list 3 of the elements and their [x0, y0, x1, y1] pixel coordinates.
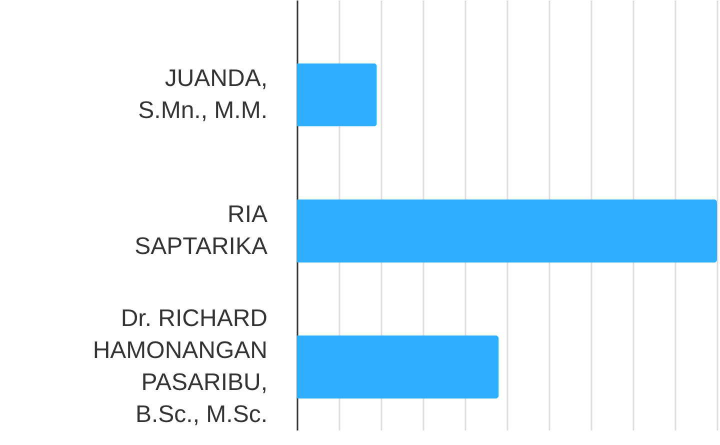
- y-tick-label: JUANDA, S.Mn., M.M.: [138, 64, 268, 124]
- y-tick-label: RIA SAPTARIKA: [134, 200, 268, 260]
- y-tick-label: Dr. RICHARD HAMONANGAN PASARIBU, B.Sc., M.Sc.: [92, 304, 268, 428]
